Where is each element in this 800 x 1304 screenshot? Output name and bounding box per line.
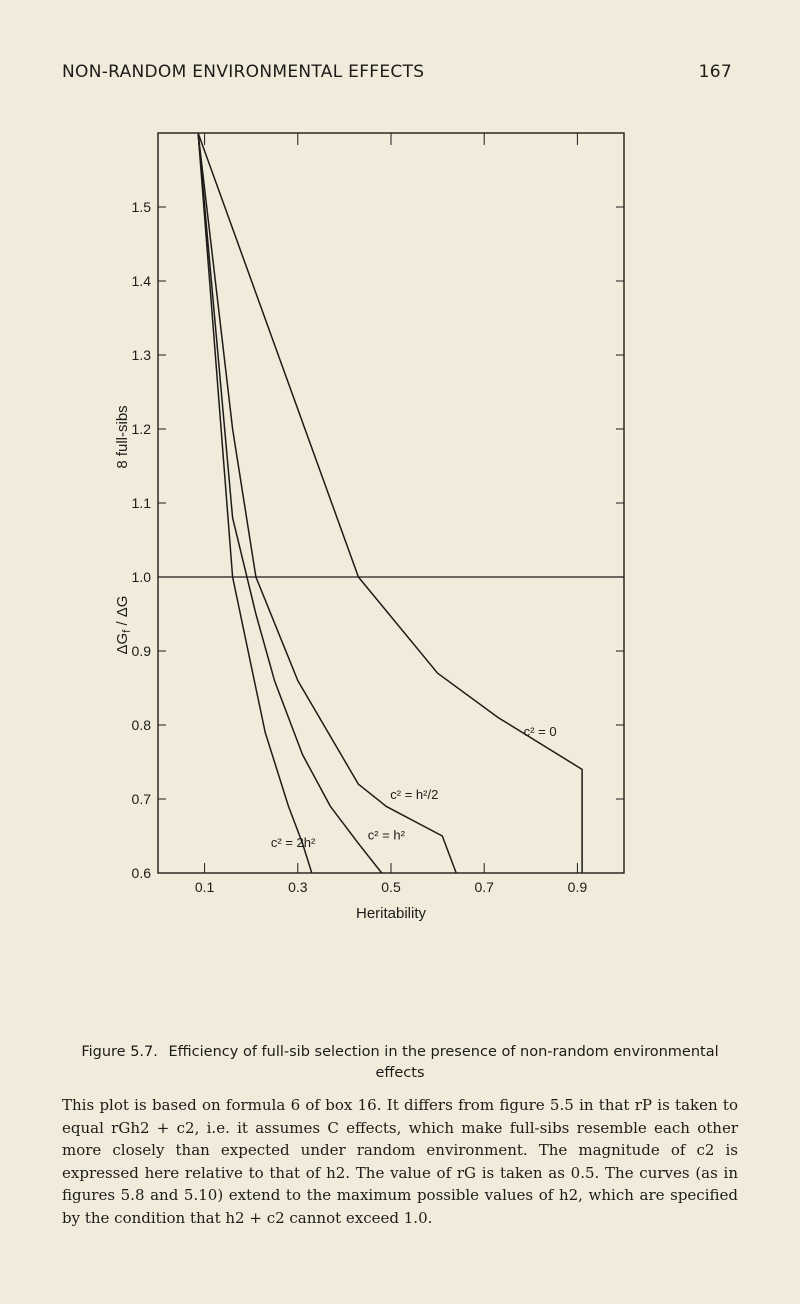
series-label-c2-eq-0: c² = 0: [524, 724, 557, 739]
y-tick-label: 1.2: [132, 421, 152, 437]
running-title: NON-RANDOM ENVIRONMENTAL EFFECTS: [62, 62, 425, 82]
y-tick-label: 1.0: [132, 569, 152, 585]
x-axis-label: Heritability: [356, 905, 427, 922]
y-tick-label: 0.6: [132, 865, 152, 881]
figure-caption-label: Figure 5.7.: [81, 1044, 158, 1060]
y-tick-label: 0.9: [132, 643, 152, 659]
y-tick-label: 0.7: [132, 791, 152, 807]
figure-caption: Figure 5.7. Efficiency of full-sib selec…: [62, 1042, 738, 1084]
x-tick-label: 0.7: [474, 879, 494, 895]
y-axis-label: ΔGf / ΔG: [114, 596, 133, 655]
x-tick-label: 0.9: [568, 879, 588, 895]
y-tick-label: 0.8: [132, 717, 152, 733]
y-axis-label-text: ΔGf / ΔG: [114, 596, 133, 655]
y-tick-label: 1.4: [132, 273, 152, 289]
series-line-c2-eq-h2-half: [197, 132, 457, 874]
series-label-c2-eq-h2: c² = h²: [368, 828, 406, 843]
series-line-c2-eq-h2: [197, 132, 383, 874]
series-line-c2-eq-0: [197, 132, 583, 873]
page-number: 167: [698, 62, 732, 82]
running-head: NON-RANDOM ENVIRONMENTAL EFFECTS 167: [62, 62, 732, 86]
figure: 0.1 0.3 0.5 0.7 0.9 1.5 1.4 1.3 1.2 1.1 1.0 0.9 0.8 0…: [114, 132, 625, 922]
series-label-c2-eq-h2-half: c² = h²/2: [390, 787, 438, 802]
y-tick-label: 1.3: [132, 347, 152, 363]
figure-caption-text: Efficiency of full-sib selection in the …: [168, 1044, 719, 1081]
series-line-c2-eq-2h2: [197, 132, 313, 874]
x-tick-label: 0.3: [288, 879, 308, 895]
y-axis-secondary-label: 8 full-sibs: [114, 405, 131, 468]
series-label-c2-eq-2h2: c² = 2h²: [271, 835, 316, 850]
x-tick-label: 0.5: [381, 879, 401, 895]
chart: 0.1 0.3 0.5 0.7 0.9 1.5 1.4 1.3 1.2 1.1 1.0 0.9 0.8 0…: [114, 132, 625, 922]
x-tick-label: 0.1: [195, 879, 215, 895]
y-tick-label: 1.1: [132, 495, 152, 511]
y-tick-label: 1.5: [132, 199, 152, 215]
plot-frame: [157, 132, 625, 874]
body-paragraph: This plot is based on formula 6 of box 1…: [62, 1096, 738, 1227]
